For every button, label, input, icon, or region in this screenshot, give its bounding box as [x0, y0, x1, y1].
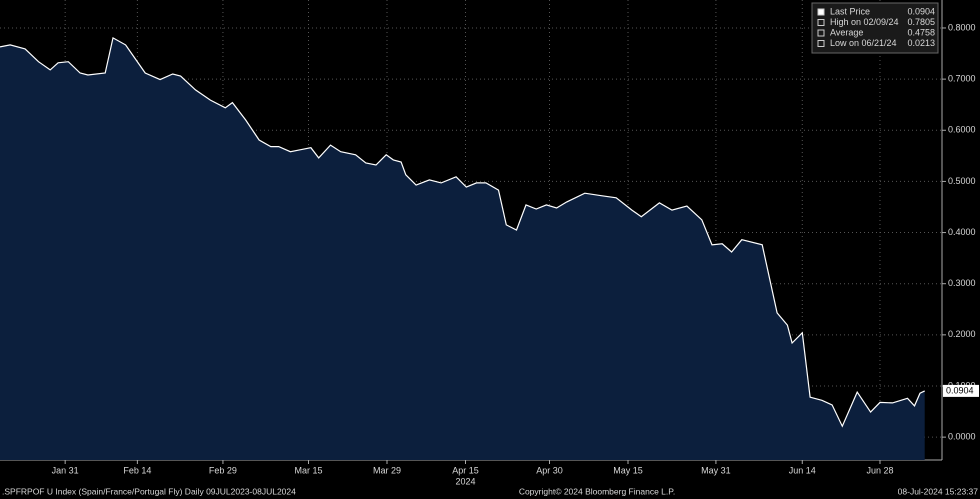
x-tick-label: Jun 14 — [789, 465, 816, 475]
legend-swatch — [817, 40, 825, 47]
y-tick-label: 0.5000 — [948, 176, 976, 186]
y-tick-label: 0.6000 — [948, 125, 976, 135]
legend-swatch — [817, 19, 825, 26]
last-price-tag — [943, 384, 979, 397]
x-tick-label: May 15 — [613, 465, 643, 475]
legend-label: Last Price — [830, 6, 870, 16]
y-tick-label: 0.8000 — [948, 22, 976, 32]
legend-box — [811, 2, 939, 54]
year-label: 2024 — [455, 476, 475, 486]
legend: Last Price 0.0904 High on 02/09/24 0.7805 Av… — [811, 2, 939, 54]
last-price-tag-label: 0.0904 — [946, 385, 974, 395]
footer-right: 08-Jul-2024 15:23:37 — [898, 486, 979, 496]
legend-value: 0.7805 — [907, 17, 935, 27]
x-tick-label: Feb 14 — [123, 465, 151, 475]
y-tick-label: 0.4000 — [948, 227, 976, 237]
line — [0, 36, 925, 428]
y-tick-label: 0.3000 — [948, 278, 976, 288]
legend-label: High on 02/09/24 — [830, 17, 899, 27]
x-tick-label: Mar 15 — [294, 465, 322, 475]
y-tick-label: 0.7000 — [948, 73, 976, 83]
legend-swatch — [817, 29, 825, 37]
x-tick-label: Mar 29 — [373, 465, 401, 475]
legend-value: 0.0904 — [907, 6, 935, 16]
footer-left: .SPFRPOF U Index (Spain/France/Portugal … — [2, 486, 296, 496]
y-tick-label: 0.2000 — [948, 329, 976, 339]
footer-center: Copyright© 2024 Bloomberg Finance L.P. — [519, 486, 675, 496]
x-tick-label: Jun 28 — [866, 465, 893, 475]
legend-value: 0.4758 — [907, 27, 935, 37]
legend-swatch — [817, 8, 825, 16]
x-tick-label: May 31 — [701, 465, 731, 475]
y-tick-label: 0.0000 — [948, 432, 976, 442]
x-tick-label: Jan 31 — [52, 465, 79, 475]
legend-label: Average — [830, 27, 863, 37]
legend-value: 0.0213 — [907, 38, 935, 48]
x-tick-label: Apr 15 — [452, 465, 479, 475]
x-tick-label: Apr 30 — [536, 465, 563, 475]
x-tick-label: Feb 29 — [209, 465, 237, 475]
area — [0, 37, 925, 461]
legend-label: Low on 06/21/24 — [830, 38, 897, 48]
